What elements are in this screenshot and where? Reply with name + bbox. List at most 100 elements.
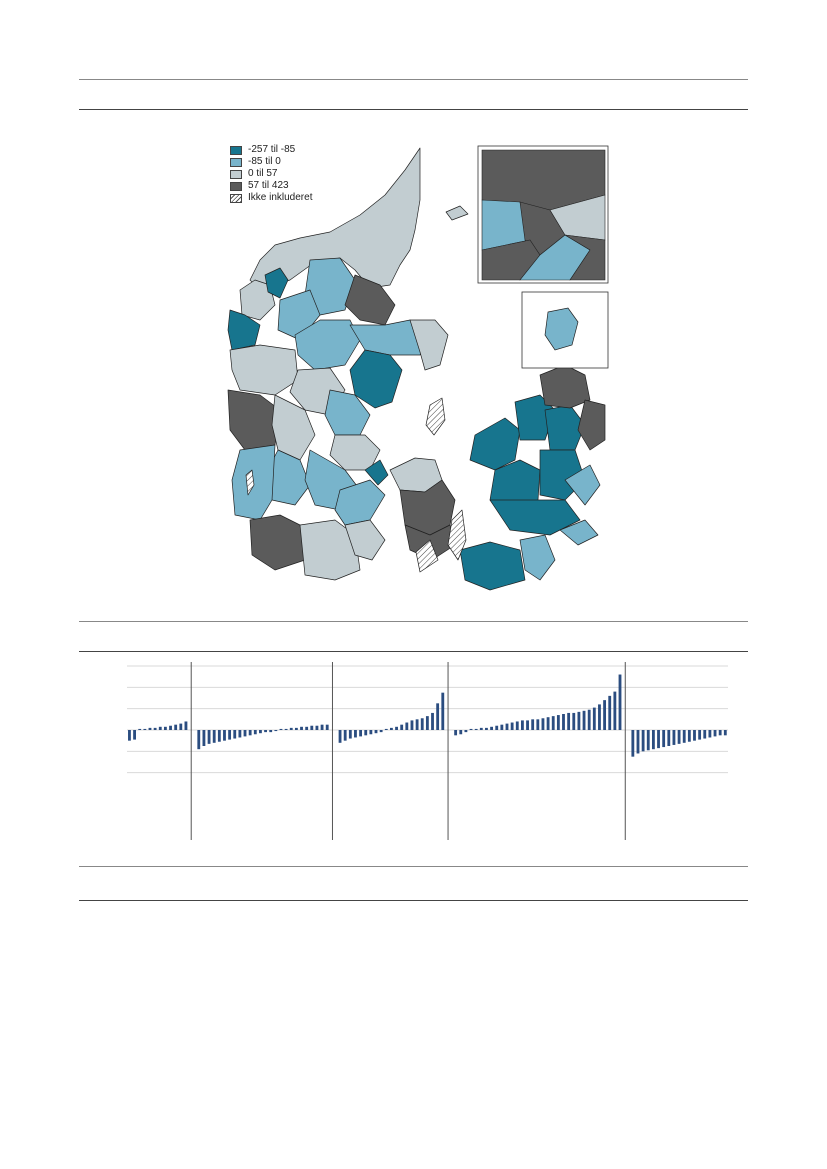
region-aarhus xyxy=(349,349,403,409)
region-soenderborg xyxy=(344,519,386,561)
bar xyxy=(184,721,188,730)
bar xyxy=(305,726,309,730)
bar xyxy=(400,724,404,730)
legend-swatch-3 xyxy=(230,169,242,179)
region-stevns xyxy=(564,464,601,506)
bottom-rule-2 xyxy=(79,900,748,901)
region-naestved xyxy=(489,499,581,536)
legend-item: 0 til 57 xyxy=(230,168,312,180)
bar xyxy=(238,730,242,738)
bar xyxy=(228,730,232,740)
bar xyxy=(641,730,645,752)
region-lemvig xyxy=(227,309,261,351)
bar xyxy=(379,730,383,733)
region-holstebro xyxy=(229,344,299,396)
bar xyxy=(431,712,434,730)
bar xyxy=(138,728,142,730)
bar xyxy=(708,730,712,738)
bar xyxy=(410,720,414,730)
bar xyxy=(603,700,607,730)
bar xyxy=(133,730,136,740)
bar xyxy=(294,727,298,730)
bar xyxy=(374,730,378,734)
region-aabenraa xyxy=(299,519,361,581)
bar xyxy=(415,719,419,730)
bar xyxy=(556,715,560,730)
bar xyxy=(354,730,357,738)
bar xyxy=(485,727,488,730)
bar xyxy=(441,692,445,730)
legend-label-3: 0 til 57 xyxy=(248,168,278,179)
bar xyxy=(369,730,373,735)
bar xyxy=(495,725,499,730)
bar xyxy=(310,725,314,730)
bar xyxy=(320,724,324,730)
bar xyxy=(395,726,398,730)
bar xyxy=(515,721,519,730)
bar xyxy=(582,710,586,730)
bar xyxy=(153,727,157,730)
region-djursland xyxy=(409,319,449,371)
legend-swatch-1 xyxy=(230,145,242,155)
bar xyxy=(567,712,571,730)
bar xyxy=(289,727,293,730)
bar xyxy=(464,730,468,733)
region-toender xyxy=(249,514,306,571)
bar xyxy=(343,730,347,741)
bar xyxy=(436,703,440,730)
bar xyxy=(248,730,252,736)
region-north-zealand xyxy=(539,364,591,409)
bar xyxy=(505,723,509,730)
inset-east xyxy=(564,234,606,281)
mid-rule-1 xyxy=(79,621,748,622)
bar xyxy=(212,730,216,743)
bar-chart xyxy=(79,660,748,845)
bar xyxy=(143,728,147,730)
legend-item: -257 til -85 xyxy=(230,144,312,156)
bar xyxy=(546,717,550,730)
map-svg xyxy=(227,145,609,591)
bar xyxy=(202,730,206,746)
map-legend: -257 til -85 -85 til 0 0 til 57 57 til 4… xyxy=(230,144,312,204)
bar xyxy=(693,730,696,741)
legend-swatch-4 xyxy=(230,181,242,191)
bar xyxy=(274,730,278,732)
bar xyxy=(526,720,529,730)
bar xyxy=(646,730,650,751)
region-langeland xyxy=(415,539,439,573)
bar xyxy=(541,718,545,730)
region-lolland xyxy=(459,541,526,591)
bar xyxy=(338,730,342,743)
bar xyxy=(158,726,162,730)
legend-item: -85 til 0 xyxy=(230,156,312,168)
bar xyxy=(148,727,152,730)
bar xyxy=(500,724,504,730)
bar xyxy=(197,730,201,750)
bar xyxy=(217,730,221,742)
legend-label-4: 57 til 423 xyxy=(248,180,289,191)
bar xyxy=(562,714,565,730)
bar xyxy=(510,722,514,730)
bar xyxy=(233,730,237,739)
bar xyxy=(636,730,640,754)
region-copenhagen xyxy=(577,399,606,451)
bar xyxy=(279,728,283,730)
bar xyxy=(264,730,267,733)
bar xyxy=(269,730,273,733)
bar xyxy=(454,730,458,736)
bar xyxy=(657,730,660,749)
bar xyxy=(390,727,393,730)
bar xyxy=(687,730,691,742)
bar xyxy=(667,730,671,746)
region-viborg xyxy=(294,319,361,371)
legend-swatch-2 xyxy=(230,157,242,167)
bar xyxy=(662,730,666,748)
bar xyxy=(682,730,686,743)
bar xyxy=(207,730,211,744)
bar xyxy=(479,727,483,730)
bar xyxy=(425,716,429,730)
legend-label-1: -257 til -85 xyxy=(248,144,296,155)
bar xyxy=(651,730,655,750)
legend-item: Ikke inkluderet xyxy=(230,192,312,204)
bar xyxy=(703,730,707,739)
